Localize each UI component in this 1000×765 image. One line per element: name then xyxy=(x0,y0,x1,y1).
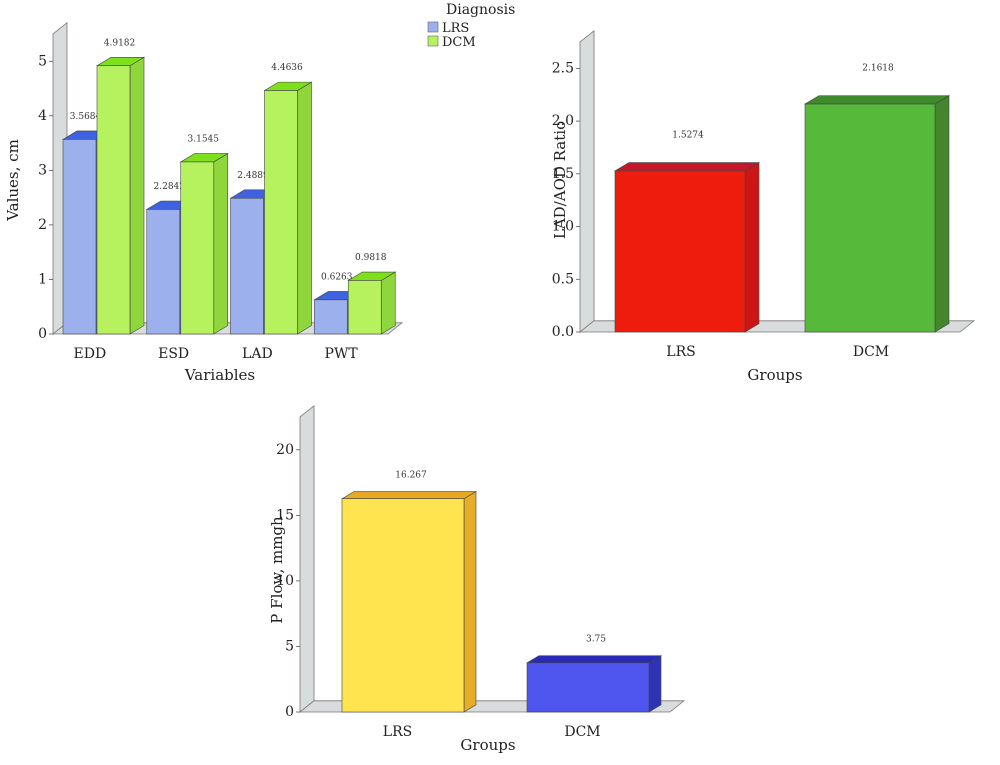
bar-edd-lrs xyxy=(62,139,97,335)
y-tick-label: 2 xyxy=(38,217,47,233)
bar-side xyxy=(380,271,396,335)
bar-lrs xyxy=(341,498,465,713)
bar-side xyxy=(463,490,477,713)
legend-swatch xyxy=(427,21,439,33)
bar-top xyxy=(803,95,951,105)
x-tick-label: DCM xyxy=(853,344,889,360)
data-label: 2.4889 xyxy=(237,171,269,181)
data-label: 3.5684 xyxy=(70,112,102,122)
y-tick-label: 10 xyxy=(276,573,294,589)
y-tick-label: 4 xyxy=(38,108,47,124)
bar-lad-lrs xyxy=(230,197,264,335)
data-label: 0.6263 xyxy=(321,272,353,282)
bar-pwt-lrs xyxy=(313,299,348,335)
x-tick-label: PWT xyxy=(325,346,359,362)
bar-top xyxy=(340,491,478,500)
y-tick-label: 5 xyxy=(285,638,294,654)
data-label: 1.5274 xyxy=(672,131,704,141)
y-tick-label: 1.5 xyxy=(552,166,574,182)
bar-lad-dcm xyxy=(264,90,298,335)
legend-swatch xyxy=(427,35,439,47)
data-label: 0.9818 xyxy=(355,253,387,263)
y-tick-label: 2.0 xyxy=(552,113,574,129)
bar-lrs xyxy=(614,170,746,333)
y-tick-label: 1 xyxy=(38,271,47,287)
x-tick-label: LRS xyxy=(383,724,412,740)
y-tick-label: 3 xyxy=(38,162,47,178)
y-tick-label: 1.0 xyxy=(552,219,574,235)
x-tick-label: EDD xyxy=(74,346,107,362)
bar-dcm xyxy=(804,103,936,333)
chart-0: 0 1 2 3 4 5 Values, cm Variables EDD 3.5684 4.9182… xyxy=(4,2,515,384)
y-tick-label: 0 xyxy=(38,326,47,342)
data-label: 3.75 xyxy=(586,635,606,645)
y-axis-label: Values, cm xyxy=(4,139,22,222)
data-label: 3.1545 xyxy=(188,135,220,145)
bar-esd-lrs xyxy=(146,209,181,335)
bar-esd-dcm xyxy=(180,161,215,335)
y-tick-label: 0 xyxy=(285,704,294,720)
data-label: 4.9182 xyxy=(104,38,136,48)
bar-side xyxy=(213,153,229,335)
left-wall xyxy=(299,404,315,713)
y-axis-label: LAD/AOD Ratio xyxy=(551,121,569,239)
y-axis-label: P Flow, mmgh xyxy=(268,516,286,624)
y-tick-label: 5 xyxy=(38,53,47,69)
data-label: 4.4636 xyxy=(271,63,303,73)
bar-side xyxy=(744,161,760,333)
bar-side xyxy=(648,655,662,713)
left-wall xyxy=(579,29,595,333)
x-axis-label: Variables xyxy=(184,366,255,384)
bar-top xyxy=(525,655,663,664)
y-tick-label: 20 xyxy=(276,442,294,458)
bar-pwt-dcm xyxy=(347,280,382,335)
x-tick-label: ESD xyxy=(158,346,189,362)
x-tick-label: LAD xyxy=(242,346,273,362)
x-tick-label: LRS xyxy=(666,344,695,360)
x-axis-label: Groups xyxy=(747,366,802,384)
data-label: 16.267 xyxy=(395,471,427,481)
data-label: 2.2842 xyxy=(154,182,186,192)
bar-edd-dcm xyxy=(96,65,131,335)
chart-2: 0 5 10 15 20 P Flow, mmgh Groups LRS 16.267 DCM 3.… xyxy=(268,404,686,754)
bar-side xyxy=(934,95,950,333)
legend-title: Diagnosis xyxy=(446,2,515,18)
x-axis-label: Groups xyxy=(460,736,515,754)
y-tick-label: 0.0 xyxy=(552,324,574,340)
bar-dcm xyxy=(526,662,650,713)
y-tick-label: 0.5 xyxy=(552,271,574,287)
bar-side xyxy=(129,56,145,335)
legend-label: LRS xyxy=(442,21,469,36)
chart-1: 0.0 0.5 1.0 1.5 2.0 2.5 LAD/AOD Ratio Groups LRS… xyxy=(551,29,976,384)
legend-label: DCM xyxy=(442,35,476,50)
y-tick-label: 15 xyxy=(276,507,294,523)
data-label: 2.1618 xyxy=(862,64,894,74)
x-tick-label: DCM xyxy=(564,724,600,740)
y-tick-label: 2.5 xyxy=(552,60,574,76)
bar-top xyxy=(613,162,761,172)
bar-side xyxy=(297,81,312,335)
